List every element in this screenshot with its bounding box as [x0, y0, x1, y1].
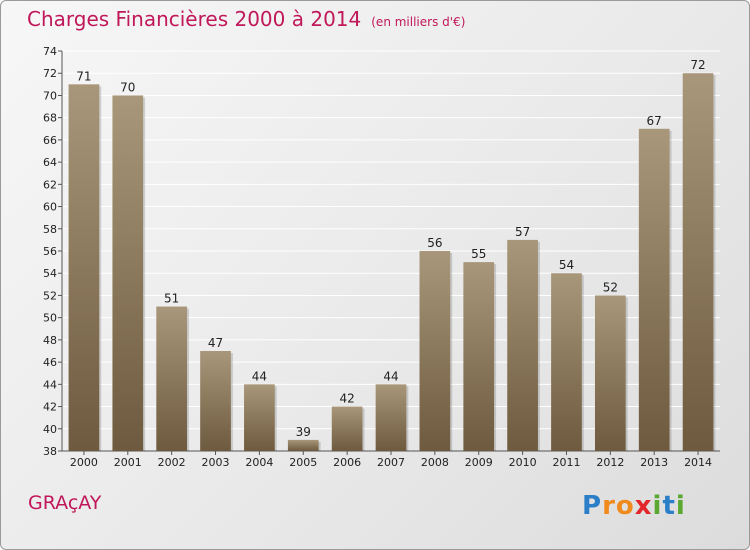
y-tick-label: 44 — [43, 378, 57, 391]
x-tick-label: 2003 — [202, 456, 230, 469]
y-tick-label: 38 — [43, 445, 57, 458]
x-tick-label: 2007 — [377, 456, 405, 469]
data-label: 44 — [383, 369, 398, 383]
bar — [419, 251, 451, 451]
bar — [594, 295, 626, 451]
chart-title-text: Charges Financières 2000 à 2014 — [27, 7, 362, 31]
logo-letter: r — [602, 491, 616, 521]
data-label: 71 — [76, 69, 91, 83]
x-tick-label: 2008 — [421, 456, 449, 469]
x-tick-label: 2011 — [552, 456, 580, 469]
data-label: 54 — [559, 258, 574, 272]
x-tick-label: 2014 — [684, 456, 712, 469]
y-tick-label: 68 — [43, 112, 57, 125]
bar — [551, 273, 582, 451]
proxiti-logo: Proxiti — [582, 491, 686, 521]
data-label: 72 — [690, 58, 705, 72]
data-label: 56 — [427, 236, 442, 250]
bar — [331, 406, 363, 451]
y-tick-label: 66 — [43, 134, 57, 147]
logo-letter: P — [582, 491, 603, 521]
data-label: 55 — [471, 247, 486, 261]
bar — [287, 439, 319, 451]
y-tick-label: 64 — [43, 156, 57, 169]
bar — [156, 306, 188, 451]
y-tick-label: 48 — [43, 334, 57, 347]
y-tick-label: 54 — [43, 267, 57, 280]
logo-letter: i — [675, 491, 686, 521]
x-tick-label: 2012 — [596, 456, 624, 469]
y-tick-label: 46 — [43, 356, 57, 369]
x-tick-label: 2009 — [465, 456, 493, 469]
x-tick-label: 2001 — [114, 456, 142, 469]
y-tick-label: 70 — [43, 89, 57, 102]
y-tick-label: 52 — [43, 289, 57, 302]
y-tick-label: 60 — [43, 201, 57, 214]
y-tick-label: 72 — [43, 67, 57, 80]
bar — [638, 128, 670, 451]
y-tick-label: 62 — [43, 178, 57, 191]
data-label: 67 — [647, 114, 662, 128]
x-tick-label: 2004 — [245, 456, 273, 469]
bar — [682, 73, 714, 451]
logo-letter: o — [615, 491, 635, 521]
bar — [200, 351, 231, 451]
x-tick-label: 2005 — [289, 456, 317, 469]
y-tick-label: 42 — [43, 401, 57, 414]
data-label: 44 — [252, 369, 267, 383]
x-tick-label: 2013 — [640, 456, 668, 469]
y-tick-label: 40 — [43, 423, 57, 436]
chart-subtitle: (en milliers d'€) — [371, 15, 466, 29]
data-label: 51 — [164, 292, 179, 306]
logo-letter: t — [662, 491, 676, 521]
bar — [463, 262, 495, 451]
x-tick-label: 2000 — [70, 456, 98, 469]
data-label: 70 — [120, 80, 135, 94]
bar — [507, 239, 538, 451]
data-label: 57 — [515, 225, 530, 239]
y-tick-label: 58 — [43, 223, 57, 236]
bar — [375, 384, 407, 451]
y-tick-label: 50 — [43, 312, 57, 325]
commune-name: GRAçAY — [28, 492, 102, 514]
data-label: 52 — [603, 280, 618, 294]
data-label: 47 — [208, 336, 223, 350]
x-tick-label: 2006 — [333, 456, 361, 469]
bar — [68, 84, 100, 451]
x-tick-label: 2002 — [158, 456, 186, 469]
bar — [244, 384, 275, 451]
bar — [112, 95, 144, 451]
y-tick-label: 74 — [43, 45, 57, 58]
data-label: 39 — [296, 425, 311, 439]
logo-letter: x — [634, 491, 653, 521]
chart-title: Charges Financières 2000 à 2014 (en milli… — [27, 7, 465, 31]
logo-letter: i — [652, 491, 663, 521]
y-tick-label: 56 — [43, 245, 57, 258]
x-tick-label: 2010 — [509, 456, 537, 469]
data-label: 42 — [339, 392, 354, 406]
